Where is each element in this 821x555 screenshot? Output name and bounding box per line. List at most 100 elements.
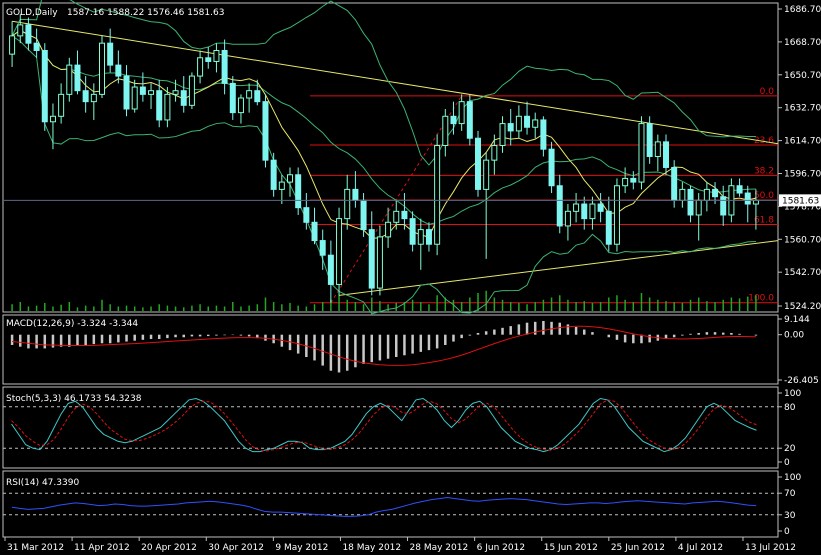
candle-body bbox=[287, 174, 293, 183]
candle-body bbox=[605, 210, 612, 245]
rsi-header: RSI(14) 47.3390 bbox=[6, 478, 79, 488]
candle-body bbox=[556, 185, 563, 227]
candle-body bbox=[115, 64, 122, 77]
candle-body bbox=[254, 90, 261, 103]
date-axis-label: 11 Apr 2012 bbox=[74, 543, 130, 553]
support-trendline bbox=[338, 240, 779, 296]
candle-body bbox=[49, 115, 56, 123]
candle-body bbox=[654, 141, 661, 157]
candle-body bbox=[229, 82, 236, 114]
price-axis-label: 1524.20 bbox=[784, 302, 821, 312]
candle-body bbox=[442, 115, 449, 147]
candle-body bbox=[99, 42, 105, 95]
price-axis-label: 1596.70 bbox=[784, 169, 821, 179]
date-axis-label: 9 May 2012 bbox=[275, 543, 328, 553]
price-axis-label: 1668.70 bbox=[784, 38, 821, 48]
macd-axis-label: 0.00 bbox=[784, 331, 804, 341]
volume-bars bbox=[11, 290, 757, 311]
candle-body bbox=[483, 159, 490, 190]
macd-axis-label: -26.405 bbox=[784, 376, 819, 386]
date-axis-label: 4 Jul 2012 bbox=[678, 543, 723, 553]
stoch-header: Stoch(5,3,3) 46.1733 54.3238 bbox=[6, 394, 142, 404]
fib-level-label: 0.0 bbox=[760, 87, 775, 97]
candlesticks bbox=[9, 13, 759, 303]
candle-body bbox=[107, 42, 114, 66]
date-axis: 31 Mar 2012 11 Apr 2012 20 Apr 2012 30 Apr … bbox=[4, 537, 796, 553]
price-axis-label: 1560.70 bbox=[784, 235, 821, 245]
price-axis-label: 1650.70 bbox=[784, 71, 821, 81]
candle-body bbox=[458, 101, 465, 125]
candle-body bbox=[752, 199, 759, 205]
macd-axis-label: 9.144 bbox=[784, 315, 810, 325]
candle-body bbox=[180, 90, 187, 106]
candle-body bbox=[172, 90, 179, 95]
candle-body bbox=[188, 75, 195, 106]
rsi-line bbox=[11, 497, 757, 517]
candle-body bbox=[499, 123, 506, 147]
date-axis-label: 20 Apr 2012 bbox=[141, 543, 197, 553]
candle-body bbox=[74, 64, 81, 92]
candle-body bbox=[336, 218, 343, 285]
candle-body bbox=[736, 185, 743, 194]
panel-frame-stoch bbox=[2, 386, 779, 469]
candle-body bbox=[295, 174, 302, 209]
fib-level-label: 100.0 bbox=[748, 294, 774, 304]
rsi-panel: 100 70 30 0 bbox=[3, 473, 801, 537]
candle-body bbox=[712, 188, 719, 198]
candle-body bbox=[425, 229, 432, 245]
current-price-label: 1581.63 bbox=[782, 196, 819, 206]
rsi-axis-label: 30 bbox=[784, 511, 796, 521]
rsi-axis-label: 0 bbox=[784, 527, 790, 537]
candle-body bbox=[82, 90, 89, 103]
candle-body bbox=[33, 42, 40, 51]
candle-body bbox=[148, 90, 155, 95]
candle-body bbox=[515, 115, 522, 132]
candle-body bbox=[417, 229, 424, 245]
candle-body bbox=[9, 35, 16, 55]
candle-body bbox=[131, 86, 138, 110]
candle-body bbox=[475, 137, 481, 190]
candle-body bbox=[434, 145, 441, 245]
candle-body bbox=[376, 236, 383, 289]
fib-level-label: 38.2 bbox=[754, 166, 774, 176]
candle-body bbox=[344, 188, 351, 220]
candle-body bbox=[385, 221, 392, 238]
price-axis-label: 1632.70 bbox=[784, 104, 821, 114]
rsi-axis-label: 70 bbox=[784, 489, 796, 499]
candle-body bbox=[409, 218, 416, 245]
price-axis-label: 1614.70 bbox=[784, 137, 821, 147]
date-axis-label: 15 Jun 2012 bbox=[544, 543, 598, 553]
candle-body bbox=[205, 57, 212, 62]
candle-body bbox=[581, 203, 588, 220]
bollinger-lower bbox=[11, 35, 756, 315]
candle-body bbox=[156, 90, 163, 121]
date-axis-label: 25 Jun 2012 bbox=[611, 543, 665, 553]
candle-body bbox=[679, 188, 686, 201]
stoch-main-line bbox=[11, 397, 757, 453]
date-axis-label: 28 May 2012 bbox=[410, 543, 469, 553]
candle-body bbox=[630, 177, 637, 183]
date-axis-label: 31 Mar 2012 bbox=[7, 543, 64, 553]
candle-body bbox=[646, 123, 653, 157]
stoch-axis-label: 0 bbox=[784, 458, 790, 468]
price-axis-label: 1686.70 bbox=[784, 5, 821, 15]
stochastic-panel: 100 80 20 0 bbox=[3, 389, 801, 468]
date-axis-label: 6 Jun 2012 bbox=[477, 543, 525, 553]
candle-body bbox=[687, 188, 694, 216]
main-header-values: 1587.16 1588.22 1576.46 1581.63 bbox=[67, 8, 224, 18]
macd-header: MACD(12,26,9) -3.324 -3.344 bbox=[6, 319, 138, 329]
candle-body bbox=[597, 203, 604, 212]
candle-body bbox=[90, 93, 97, 103]
candle-body bbox=[622, 177, 629, 187]
current-price-tag bbox=[779, 194, 821, 207]
candle-body bbox=[164, 93, 171, 121]
stoch-signal-line bbox=[11, 399, 757, 452]
stoch-axis-label: 80 bbox=[784, 403, 796, 413]
price-axis: 1686.70 1668.70 1650.70 1632.70 1614.70 1596.… bbox=[3, 5, 821, 312]
panel-frame-main bbox=[2, 2, 779, 313]
date-axis-label: 18 May 2012 bbox=[342, 543, 401, 553]
candle-body bbox=[466, 101, 473, 139]
panel-frame-macd bbox=[2, 314, 779, 385]
main-header-symbol: GOLD,Daily bbox=[6, 8, 58, 18]
